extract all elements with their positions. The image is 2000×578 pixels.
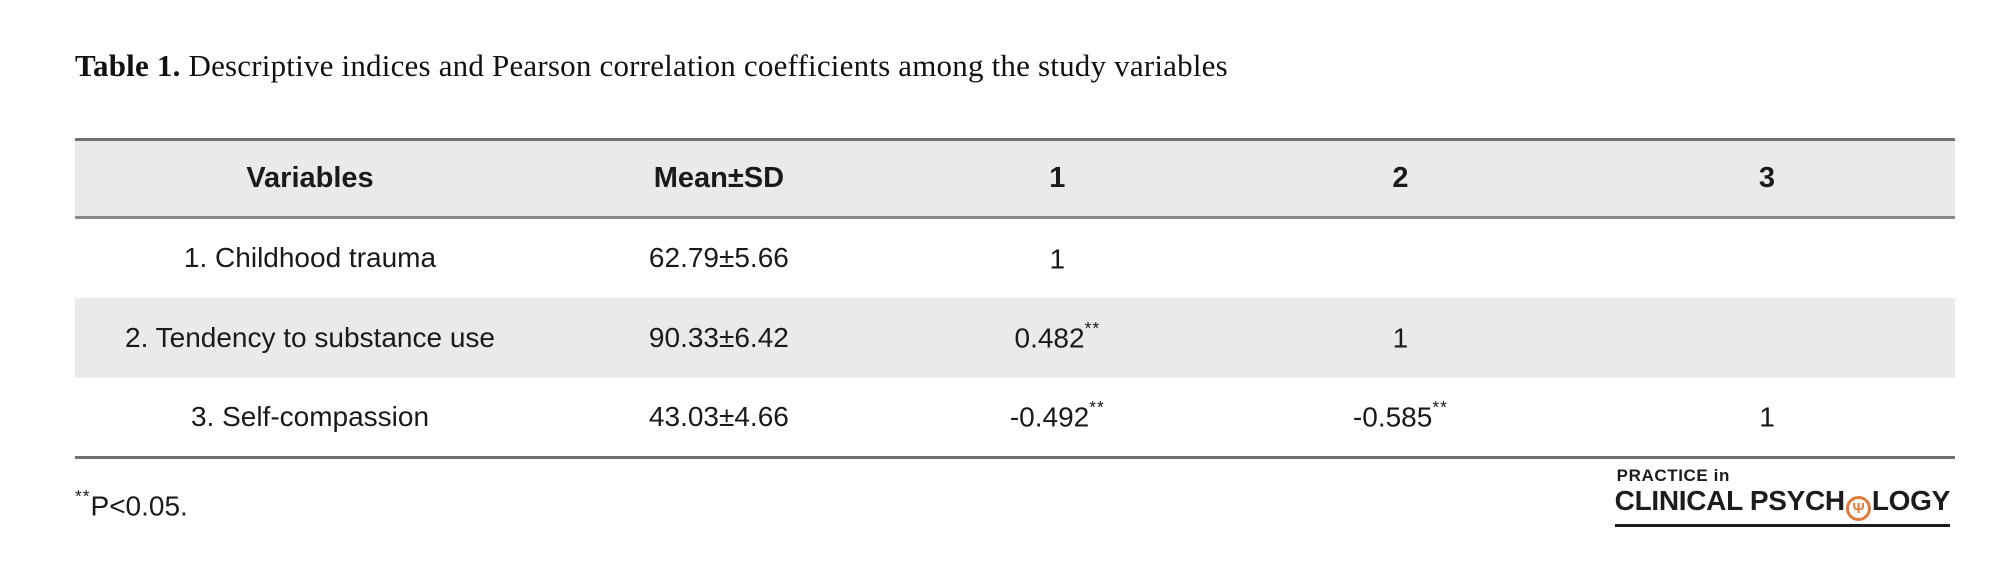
- header-mean-sd: Mean±SD: [653, 162, 785, 194]
- table-row: 2. Tendency to substance use 90.33±6.42 …: [75, 297, 1955, 378]
- table-title-text: Descriptive indices and Pearson correlat…: [180, 48, 1228, 83]
- journal-logo-line2: CLINICAL PSYCH Ψ LOGY: [1614, 485, 1950, 527]
- cell-corr-1: -0.492**: [893, 378, 1222, 458]
- cell-mean-sd: 90.33±6.42: [648, 321, 789, 353]
- header-col-2: 2: [1392, 162, 1409, 194]
- journal-logo-text-before: CLINICAL PSYCH: [1614, 485, 1846, 516]
- header-col-1: 1: [1049, 162, 1066, 194]
- cell-variable: 2. Tendency to substance use: [125, 321, 495, 353]
- table-row: 3. Self-compassion 43.03±4.66 -0.492** -…: [75, 378, 1955, 458]
- psi-glyph: Ψ: [1852, 500, 1865, 517]
- significance-marker: **: [1089, 397, 1105, 418]
- cell-corr-3: 1: [1579, 378, 1955, 458]
- table-title-label: Table 1.: [75, 48, 181, 83]
- cell-corr-3: [1579, 218, 1955, 298]
- journal-logo-line1: PRACTICE in: [1616, 466, 1730, 485]
- journal-logo-text-after: LOGY: [1871, 485, 1950, 516]
- header-variables: Variables: [246, 162, 374, 194]
- footnote: **P<0.05.: [75, 486, 188, 522]
- corr-value: -0.492: [1009, 401, 1090, 433]
- journal-logo: PRACTICE in CLINICAL PSYCH Ψ LOGY: [1614, 466, 1950, 527]
- corr-value: 1: [1392, 322, 1409, 354]
- cell-corr-2: 1: [1222, 298, 1579, 378]
- cell-variable: 3. Self-compassion: [190, 400, 430, 432]
- corr-value: 1: [1049, 242, 1066, 274]
- footnote-marker: **: [75, 486, 91, 507]
- correlation-table: Variables Mean±SD 1 2 3 1. Childhood tra…: [75, 138, 1955, 459]
- cell-corr-3: [1579, 298, 1955, 378]
- footnote-text: P<0.05.: [90, 490, 188, 522]
- cell-corr-1: 0.482**: [893, 298, 1222, 378]
- cell-corr-2: -0.585**: [1222, 378, 1579, 458]
- table-title: Table 1. Descriptive indices and Pearson…: [75, 48, 1228, 84]
- corr-value: 1: [1759, 401, 1775, 433]
- corr-value: 0.482: [1014, 322, 1085, 354]
- cell-corr-2: [1222, 218, 1579, 298]
- cell-mean-sd: 62.79±5.66: [648, 242, 789, 274]
- cell-corr-1: 1: [893, 218, 1222, 298]
- significance-marker: **: [1084, 318, 1101, 339]
- cell-variable: 1. Childhood trauma: [183, 242, 437, 274]
- table-row: 1. Childhood trauma 62.79±5.66 1: [75, 218, 1955, 298]
- significance-marker: **: [1432, 397, 1448, 418]
- header-row: Variables Mean±SD 1 2 3: [75, 139, 1955, 218]
- cell-mean-sd: 43.03±4.66: [648, 400, 789, 432]
- header-col-3: 3: [1758, 162, 1776, 194]
- psi-circle-icon: Ψ: [1845, 496, 1871, 521]
- corr-value: -0.585: [1352, 401, 1433, 433]
